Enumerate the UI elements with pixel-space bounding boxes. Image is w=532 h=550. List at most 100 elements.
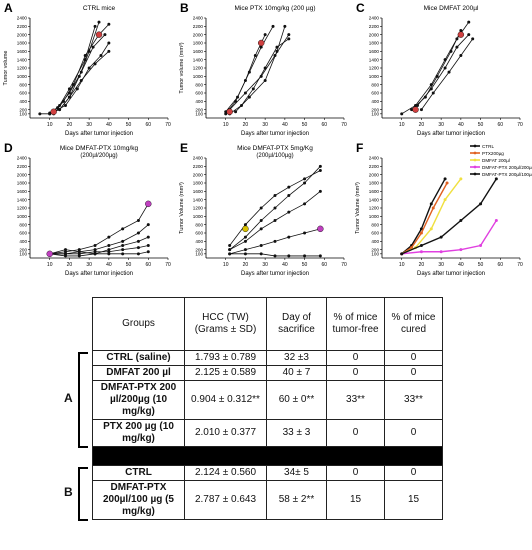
y-tick-label: 100 [371, 111, 379, 116]
x-tick-label: 50 [302, 262, 308, 268]
data-point [243, 248, 247, 252]
data-point [63, 254, 67, 258]
data-point [263, 79, 267, 82]
table-row: PTX 200 µg (10 mg/kg) 2.010 ± 0.377 33 ± 3… [92, 419, 443, 447]
y-tick-label: 800 [371, 222, 379, 227]
chart-subtitle: (200µl/200µg) [80, 153, 117, 159]
data-point [445, 181, 449, 185]
data-point [107, 49, 111, 53]
legend-marker [473, 151, 477, 155]
data-point [287, 185, 291, 189]
y-axis-label: Tumor Volume (mm³) [355, 182, 361, 234]
x-tick-label: 40 [282, 262, 288, 268]
series-line [401, 182, 448, 255]
y-axis-label: Tumor volume [3, 51, 9, 86]
value-cell: 15 [384, 480, 443, 520]
chart-title: CTRL mice [83, 5, 116, 12]
data-point [494, 177, 498, 181]
data-point [273, 254, 277, 258]
y-tick-label: 100 [195, 111, 203, 116]
data-point [439, 235, 443, 239]
data-point [87, 66, 91, 70]
y-tick-label: 200 [195, 107, 203, 112]
x-tick-label: 70 [165, 122, 171, 128]
series-line [421, 38, 474, 110]
y-tick-label: 200 [371, 247, 379, 252]
data-point [121, 239, 125, 243]
x-tick-label: 50 [302, 122, 308, 128]
data-point [459, 54, 463, 57]
data-point [107, 22, 111, 26]
chart-subtitle: (200µl/100µg) [256, 153, 293, 159]
data-point [443, 198, 447, 202]
data-point [243, 239, 247, 243]
y-tick-label: 2200 [193, 24, 204, 29]
y-tick-label: 400 [19, 99, 27, 104]
col-header-day-of-sacrifice: Day of sacrifice [266, 297, 327, 351]
value-cell: 40 ± 7 [266, 365, 327, 381]
data-point [435, 74, 439, 78]
series-line [401, 178, 446, 255]
highlight-marker [95, 31, 103, 38]
data-point [273, 194, 277, 197]
y-tick-label: 800 [371, 82, 379, 87]
data-point [93, 250, 97, 254]
y-tick-label: 600 [19, 91, 27, 96]
y-tick-label: 2400 [17, 16, 28, 21]
y-tick-label: 1200 [369, 66, 380, 71]
chart-title: Mice DMFAT 200µl [424, 5, 479, 12]
data-point [63, 248, 67, 252]
chart-e: E Mice DMFAT-PTX 5mg/Kg(200µl/100µg)10020… [179, 141, 347, 277]
group-b-label: B [64, 485, 73, 499]
data-point [228, 244, 232, 247]
data-point [146, 244, 150, 247]
data-point [429, 202, 433, 206]
data-point [287, 194, 291, 197]
table-row: CTRL (saline) 1.793 ± 0.789 32 ±3 0 0 [92, 350, 443, 366]
x-tick-label: 70 [517, 122, 523, 128]
col-header-hcc: HCC (TW) (Grams ± SD) [184, 297, 267, 351]
x-tick-label: 10 [47, 262, 53, 268]
value-cell: 2.787 ± 0.643 [184, 480, 267, 520]
data-point [243, 252, 247, 256]
highlight-marker [50, 108, 57, 115]
y-tick-label: 2000 [369, 32, 380, 37]
y-tick-label: 2000 [369, 172, 380, 177]
data-point [415, 104, 419, 107]
y-tick-label: 2200 [369, 164, 380, 169]
x-tick-label: 20 [419, 122, 425, 128]
data-point [146, 223, 150, 227]
value-cell: 33** [384, 380, 443, 420]
x-tick-label: 70 [341, 262, 347, 268]
data-point [447, 70, 451, 74]
data-point [58, 108, 62, 112]
highlight-marker [257, 39, 265, 47]
data-point [287, 37, 291, 41]
series-line [235, 26, 286, 113]
data-point [273, 206, 277, 210]
y-tick-label: 800 [19, 82, 27, 87]
data-point [228, 248, 232, 252]
data-point [228, 252, 232, 256]
data-point [107, 244, 111, 247]
data-point [121, 244, 125, 247]
value-cell: 0.904 ± 0.312** [184, 380, 267, 420]
y-tick-label: 200 [19, 107, 27, 112]
data-point [107, 41, 111, 45]
data-point [429, 87, 433, 91]
y-tick-label: 1200 [193, 206, 204, 211]
series-line [417, 34, 470, 106]
x-tick-label: 60 [322, 262, 328, 268]
data-point [443, 177, 447, 181]
series-line [39, 26, 96, 115]
y-tick-label: 2200 [17, 164, 28, 169]
panel-letter: D [4, 141, 13, 155]
data-point [287, 254, 291, 258]
series-line [229, 38, 290, 115]
data-point [318, 189, 322, 193]
y-tick-label: 2200 [17, 24, 28, 29]
data-point [275, 49, 279, 53]
y-tick-label: 1400 [369, 197, 380, 202]
